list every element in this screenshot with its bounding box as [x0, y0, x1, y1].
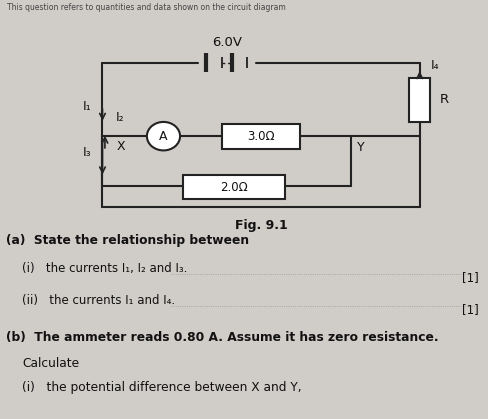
Circle shape — [147, 122, 180, 150]
Bar — [409, 78, 430, 122]
Text: (b)  The ammeter reads 0.80 A. Assume it has zero resistance.: (b) The ammeter reads 0.80 A. Assume it … — [6, 331, 439, 344]
Text: 2.0Ω: 2.0Ω — [221, 181, 248, 194]
Text: I₁: I₁ — [83, 99, 92, 113]
Text: (i)   the currents I₁, I₂ and I₃.: (i) the currents I₁, I₂ and I₃. — [22, 262, 187, 275]
Text: Fig. 9.1: Fig. 9.1 — [235, 219, 287, 232]
Text: (ii)   the currents I₁ and I₄.: (ii) the currents I₁ and I₄. — [22, 294, 175, 307]
Bar — [222, 124, 300, 149]
Text: I₄: I₄ — [430, 59, 439, 72]
Text: X: X — [116, 140, 125, 153]
Text: This question refers to quantities and data shown on the circuit diagram: This question refers to quantities and d… — [7, 3, 286, 12]
Text: (a)  State the relationship between: (a) State the relationship between — [6, 234, 249, 247]
Text: Calculate: Calculate — [22, 357, 79, 370]
Text: I₃: I₃ — [83, 145, 92, 159]
Text: [1]: [1] — [463, 272, 479, 285]
Bar — [183, 175, 285, 199]
Text: A: A — [159, 129, 168, 143]
Text: [1]: [1] — [463, 303, 479, 316]
Text: I₂: I₂ — [116, 111, 125, 124]
Text: 3.0Ω: 3.0Ω — [247, 129, 275, 143]
Text: 6.0V: 6.0V — [212, 36, 242, 49]
Text: R: R — [440, 93, 449, 106]
Text: Y: Y — [357, 141, 365, 154]
Text: (i)   the potential difference between X and Y,: (i) the potential difference between X a… — [22, 381, 302, 394]
